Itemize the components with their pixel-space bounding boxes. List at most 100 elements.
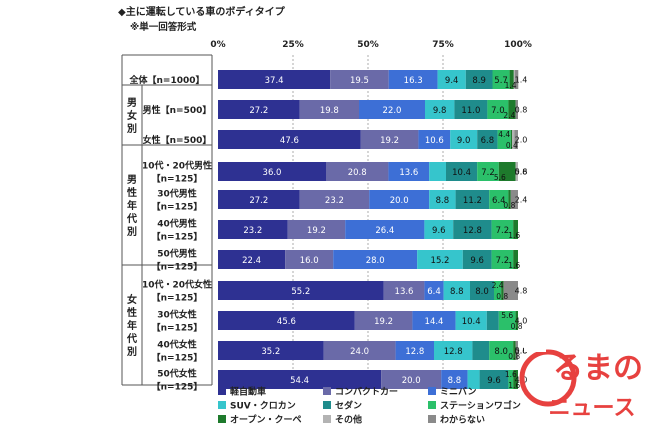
data-label: 5.6 — [515, 168, 528, 177]
data-label: 8.9 — [472, 76, 486, 86]
legend-label: わからない — [440, 415, 485, 426]
bar-segment — [383, 281, 425, 300]
legend-label: セダン — [335, 400, 362, 412]
data-label: 9.6 — [487, 376, 501, 386]
bar-segment — [412, 311, 456, 330]
bar-segment — [354, 311, 413, 330]
legend-label: ステーションワゴン — [440, 400, 521, 412]
bar-segment — [446, 162, 478, 181]
data-label: 9.8 — [433, 106, 447, 116]
data-label: 47.6 — [280, 136, 299, 146]
data-label: 8.8 — [450, 287, 464, 297]
bar-segment — [429, 190, 456, 209]
bar-segment — [462, 250, 492, 269]
bar-segment — [218, 130, 361, 149]
data-label: 1.6 — [508, 261, 520, 270]
data-label: 2.4 — [492, 281, 504, 290]
bar-segment — [218, 190, 300, 209]
chart-subtitle: ※単一回答形式 — [130, 21, 197, 33]
bar-segment — [388, 70, 438, 89]
bar-segment — [326, 162, 389, 181]
bar-segment — [454, 100, 488, 119]
row-label: 男性【n=500】 — [143, 104, 212, 116]
bar-segment — [418, 130, 451, 149]
data-label: 13.6 — [395, 287, 414, 297]
legend-label: コンパクトカー — [335, 386, 398, 398]
row-label: 女性【n=500】 — [143, 134, 212, 146]
row-label-n: 【n=125】 — [152, 202, 203, 213]
bar-segment — [455, 311, 487, 330]
group-label: 男性年代別 — [126, 174, 137, 238]
row-label: 40代女性 — [157, 339, 197, 351]
data-label: 0.8 — [515, 347, 528, 356]
data-label: 12.8 — [463, 226, 482, 236]
bar-segment — [501, 281, 504, 300]
bar-segment — [508, 370, 514, 389]
bar-segment — [388, 162, 430, 181]
bar-segment — [489, 341, 514, 360]
bar-segment — [491, 250, 514, 269]
data-label: 19.2 — [374, 317, 393, 327]
bar-segment — [510, 190, 518, 209]
data-label: 1.4 — [515, 76, 528, 85]
bar-segment — [285, 250, 334, 269]
bar-segment — [218, 250, 286, 269]
legend-swatch — [428, 387, 436, 395]
bar-segment — [323, 341, 396, 360]
x-tick-label: 50% — [357, 40, 379, 50]
bar-segment — [498, 311, 516, 330]
group-label: 男女別 — [126, 97, 137, 135]
bar-segment — [472, 341, 490, 360]
row-label-n: 【n=125】 — [152, 174, 203, 185]
data-label: 0.8 — [515, 106, 528, 115]
data-label: 19.2 — [307, 226, 326, 236]
x-tick-label: 0% — [210, 40, 225, 50]
logo-ring-gap — [524, 330, 546, 352]
bar-segment — [513, 341, 516, 360]
data-label: 4.0 — [515, 317, 528, 326]
data-label: 8.0 — [494, 347, 508, 357]
bar-segment — [330, 70, 389, 89]
data-label: 5.6 — [501, 311, 513, 320]
legend-swatch — [428, 415, 436, 423]
legend-swatch — [323, 401, 331, 409]
bar-segment — [487, 100, 509, 119]
bar-segment — [299, 100, 359, 119]
data-label: 1.6 — [508, 231, 520, 240]
bar-segment — [513, 370, 518, 389]
data-label: 19.2 — [380, 136, 399, 146]
data-label: 2.0 — [515, 136, 528, 145]
bar-segment — [218, 281, 384, 300]
data-label: 5.7 — [494, 76, 508, 86]
data-label: 9.0 — [457, 136, 471, 146]
data-label: 11.0 — [461, 106, 480, 116]
row-label: 50代男性 — [157, 248, 197, 260]
bar-segment — [479, 370, 509, 389]
row-label-n: 【n=125】 — [152, 382, 203, 393]
x-tick-label: 75% — [432, 40, 454, 50]
data-label: 26.4 — [375, 226, 394, 236]
bar-segment — [513, 250, 518, 269]
legend-label: SUV・クロカン — [230, 401, 296, 412]
data-label: 14.4 — [425, 317, 444, 327]
data-label: 27.2 — [249, 196, 268, 206]
bar-segment — [494, 281, 502, 300]
bar-segment — [218, 341, 324, 360]
data-label: 22.4 — [242, 256, 261, 266]
data-label: 6.4 — [427, 287, 441, 297]
legend-label: 軽自動車 — [230, 386, 266, 398]
bar-segment — [470, 281, 494, 300]
data-label: 5.6 — [515, 347, 528, 356]
data-label: 5.6 — [494, 173, 506, 182]
bar-segment — [450, 130, 478, 149]
data-label: 55.2 — [291, 287, 310, 297]
bar-segment — [299, 190, 370, 209]
data-label: 35.2 — [261, 347, 280, 357]
bar-segment — [477, 162, 499, 181]
data-label: 1.4 — [505, 81, 517, 90]
chart-title: ◆主に運転している車のボディタイプ — [118, 5, 286, 18]
x-tick-label: 100% — [504, 40, 532, 50]
bar-segment — [489, 190, 509, 209]
x-tick-label: 25% — [282, 40, 304, 50]
